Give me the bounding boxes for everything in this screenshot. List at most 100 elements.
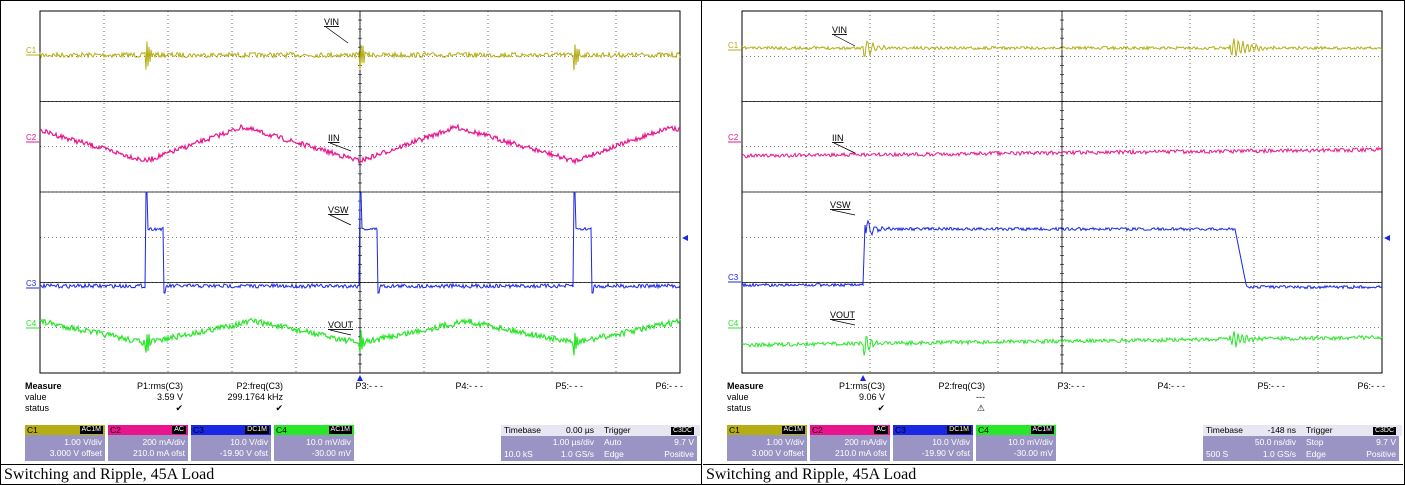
coupling-tag: DC1M [947,426,971,434]
channel-offset: 3.000 V offset [49,448,102,458]
channel-id: C3 [895,425,906,435]
trace-label-leader [831,209,856,216]
channel-offset: -30.00 mV [311,448,351,458]
channel-setting-c4[interactable]: C4 AC1M 10.0 mV/div -30.00 mV [976,425,1056,461]
channel-setting-c4[interactable]: C4 AC1M 10.0 mV/div -30.00 mV [274,425,354,461]
timebase-samples: 10.0 kS [504,449,533,459]
measure-status-row: status ✔ ⚠ [705,403,1402,415]
trace-label-vsw: VSW [328,205,349,215]
trigger-label[interactable]: Trigger [601,425,700,436]
channel-setting-head: C1 AC1M [25,425,105,435]
timebase-label[interactable]: Timebase [1203,425,1304,436]
channel-offset: -19.90 V ofst [219,448,268,458]
channel-setting-c3[interactable]: C3 DC1M 10.0 V/div -19.90 V ofst [893,425,973,461]
channel-offset: 210.0 mA ofst [835,448,887,458]
timebase-rate: 1.0 GS/s [1262,449,1296,459]
channel-scale: 1.00 V/div [64,437,102,447]
channel-scale: 200 mA/div [844,437,887,447]
trigger-mode: Auto [604,437,622,447]
channel-setting-head: C3 DC1M [191,425,271,435]
channel-setting-c2[interactable]: C2 AC 200 mA/div 210.0 mA ofst [108,425,188,461]
measure-value-row: value 3.59 V 299.1764 kHz [3,392,700,404]
channel-marker-c4: C4 [728,319,739,328]
waveform-plot-left: C1 C2 C3 C4 VIN IIN VSW VOUT [26,10,688,381]
trigger-source-tag: C3DC [670,427,694,435]
channel-scale: 10.0 mV/div [306,437,351,447]
measure-table-left: Measure P1:rms(C3) P2:freq(C3) P3:- - - P4:-… [3,381,700,421]
timebase-per-div: 1.00 µs/div [552,437,594,447]
trace-vin [39,41,681,71]
channel-marker-c1: C1 [728,41,739,50]
channel-marker-c4: C4 [26,319,37,328]
caption-left: Switching and Ripple, 45A Load [1,464,701,484]
channel-marker-c1: C1 [26,46,37,55]
channel-marker-c2: C2 [26,133,37,142]
trace-label-vin: VIN [832,25,847,35]
channel-offset: 3.000 V offset [751,448,804,458]
trace-vin [741,38,1383,57]
trace-label-leader [325,26,349,44]
measure-value-row: value 9.06 V --- [705,392,1402,404]
trace-label-leader [831,319,856,326]
measure-param-name: P2:freq(C3) [938,381,985,391]
channel-setting-c2[interactable]: C2 AC 200 mA/div 210.0 mA ofst [810,425,890,461]
trace-vsw [741,219,1383,290]
coupling-tag: AC1M [328,426,352,434]
channel-scale: 10.0 V/div [932,437,970,447]
channel-marker-c3: C3 [26,279,37,288]
measure-param-status: ⚠ [976,403,985,413]
trigger-level: 9.7 V [674,437,694,447]
coupling-tag: DC1M [245,426,269,434]
trigger-level-marker [682,235,688,241]
timebase-delay: -148 ns [1267,425,1296,435]
trigger-slope: Positive [1366,449,1396,459]
channel-setting-c1[interactable]: C1 AC1M 1.00 V/div 3.000 V offset [25,425,105,461]
channel-scale: 10.0 mV/div [1008,437,1053,447]
right-panel: C1 C2 C3 C4 VIN IIN VSW VOUT Measure P1:rms(C3) P… [703,1,1403,484]
trace-iin [741,146,1383,159]
channel-setting-head: C3 DC1M [893,425,973,435]
channel-id: C1 [27,425,38,435]
measure-param-name: P3:- - - [1057,381,1085,391]
trigger-type: Edge [1306,449,1326,459]
trigger-label[interactable]: Trigger [1303,425,1402,436]
trigger-type: Edge [604,449,624,459]
channel-setting-head: C2 AC [810,425,890,435]
measure-param-name: P1:rms(C3) [838,381,885,391]
measure-param-name: P4:- - - [455,381,483,391]
channel-offset: -30.00 mV [1013,448,1053,458]
trace-label-vsw: VSW [830,200,851,210]
channel-id: C1 [729,425,740,435]
trace-label-leader [329,329,352,336]
left-panel: C1 C2 C3 C4 VIN IIN VSW VOUT Measure P1:rms(C3) P… [1,1,702,484]
scope-screen-right: C1 C2 C3 C4 VIN IIN VSW VOUT Measure P1:rms(C3) P… [705,3,1402,463]
trace-vout [742,331,1383,356]
measure-param-name: P5:- - - [1257,381,1285,391]
coupling-tag: AC [172,426,186,434]
measure-param-name: P5:- - - [555,381,583,391]
channel-setting-c1[interactable]: C1 AC1M 1.00 V/div 3.000 V offset [727,425,807,461]
measure-param-value: 3.59 V [156,392,183,402]
channel-setting-c3[interactable]: C3 DC1M 10.0 V/div -19.90 V ofst [191,425,271,461]
measure-param-name: P6:- - - [655,381,683,391]
timebase-trigger-right: Timebase -148 ns 50.0 ns/div 500 S 1.0 G… [1203,425,1402,461]
measure-value-label: value [727,392,749,402]
coupling-tag: AC1M [781,426,805,434]
channel-scale: 1.00 V/div [766,437,804,447]
trace-label-leader [833,142,856,154]
trace-label-iin: IIN [328,133,340,143]
coupling-tag: AC1M [79,426,103,434]
measure-param-value: 299.1764 kHz [227,392,283,402]
trace-label-leader [329,142,352,152]
trace-label-leader [329,214,352,226]
trace-vout [39,317,681,356]
channel-setting-head: C1 AC1M [727,425,807,435]
trace-label-iin: IIN [832,133,844,143]
timebase-per-div: 50.0 ns/div [1254,437,1296,447]
timebase-label[interactable]: Timebase [501,425,602,436]
channel-setting-head: C2 AC [108,425,188,435]
channel-id: C4 [978,425,989,435]
channel-id: C4 [276,425,287,435]
channel-scale: 200 mA/div [142,437,185,447]
measure-value-label: value [25,392,47,402]
